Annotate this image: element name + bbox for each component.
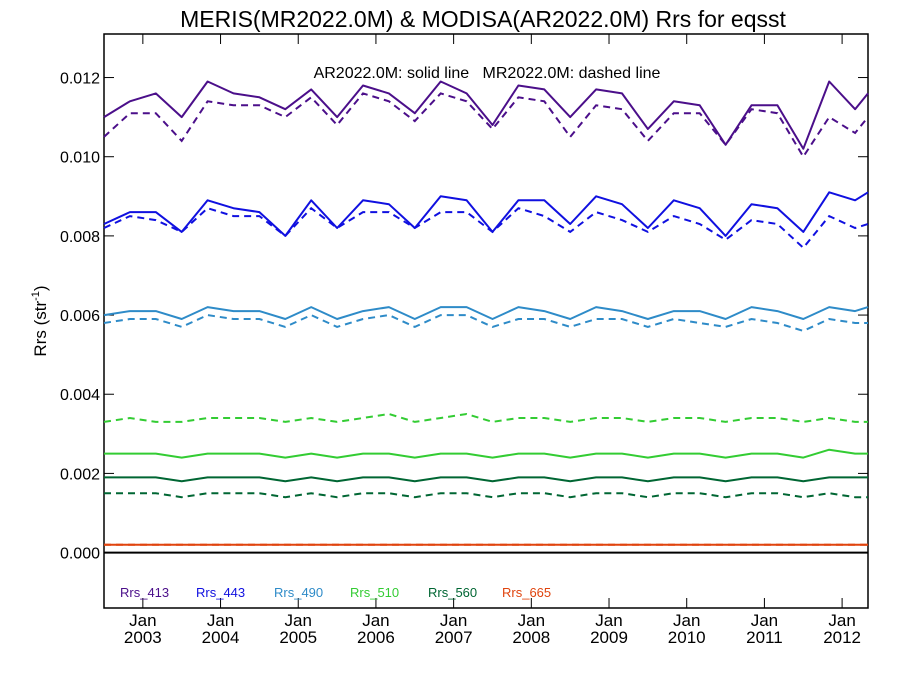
series-line-rrs-560-dashed (104, 492, 868, 499)
x-tick-label-year: 2011 (746, 628, 783, 647)
series-layer (103, 80, 869, 546)
series-line-rrs-443-solid (103, 191, 869, 237)
chart-title: MERIS(MR2022.0M) & MODISA(AR2022.0M) Rrs… (180, 6, 786, 32)
legend-entry-rrs-510: Rrs_510 (350, 585, 399, 600)
y-axis: 0.000 0.002 0.004 0.006 0.008 0.010 0.012 (60, 71, 868, 563)
legend-entry-rrs-490: Rrs_490 (274, 585, 323, 600)
legend-entry-rrs-665: Rrs_665 (502, 585, 551, 600)
y-tick-label: 0.000 (60, 546, 100, 563)
legend-entry-rrs-443: Rrs_443 (196, 585, 245, 600)
line-style-annotation: AR2022.0M: solid line MR2022.0M: dashed … (314, 65, 661, 82)
y-axis-label-superscript: -1 (30, 291, 42, 301)
x-tick-label-year: 2012 (823, 628, 861, 647)
y-tick-label: 0.012 (60, 71, 100, 88)
x-tick-label-month: Jan (751, 611, 778, 630)
series-line-rrs-510-dashed (103, 412, 868, 423)
x-tick-label-year: 2007 (435, 628, 473, 647)
legend-entry-rrs-560: Rrs_560 (428, 585, 477, 600)
x-tick-label-month: Jan (673, 611, 700, 630)
series-line-rrs-413-solid (103, 80, 869, 150)
x-tick-label-month: Jan (362, 611, 389, 630)
x-tick-label-month: Jan (440, 611, 467, 630)
series-line-rrs-490-solid (103, 306, 869, 320)
y-axis-label-text: Rrs (str (31, 301, 50, 357)
y-tick-label: 0.006 (60, 308, 100, 325)
series-line-rrs-560-solid (104, 476, 868, 483)
x-tick-label-month: Jan (285, 611, 312, 630)
plot-frame (103, 33, 869, 609)
x-tick-label-month: Jan (129, 611, 156, 630)
x-tick-label-year: 2009 (590, 628, 628, 647)
y-axis-label: Rrs (str-1) (30, 285, 50, 356)
x-tick-label-month: Jan (828, 611, 855, 630)
series-line-rrs-413-dashed (103, 92, 869, 159)
y-tick-label: 0.008 (60, 229, 100, 246)
series-line-rrs-443-dashed (103, 206, 869, 250)
x-tick-label-month: Jan (595, 611, 622, 630)
x-axis: Jan2003Jan2004Jan2005Jan2006Jan2007Jan20… (124, 34, 861, 647)
legend-entry-rrs-413: Rrs_413 (120, 585, 169, 600)
y-tick-label: 0.004 (60, 387, 100, 404)
x-tick-label-year: 2010 (668, 628, 706, 647)
series-line-rrs-490-dashed (103, 314, 868, 332)
x-tick-label-year: 2003 (124, 628, 162, 647)
y-axis-label-close: ) (31, 285, 50, 291)
x-tick-label-year: 2005 (279, 628, 317, 647)
legend: Rrs_413 Rrs_443 Rrs_490 Rrs_510 Rrs_560 Rrs_6… (120, 585, 551, 600)
x-tick-label-month: Jan (207, 611, 234, 630)
x-tick-label-year: 2006 (357, 628, 395, 647)
x-tick-label-month: Jan (518, 611, 545, 630)
y-tick-label: 0.010 (60, 150, 100, 167)
x-tick-label-year: 2004 (202, 628, 240, 647)
x-tick-label-year: 2008 (512, 628, 550, 647)
series-line-rrs-510-solid (104, 448, 868, 459)
y-tick-label: 0.002 (60, 466, 100, 483)
